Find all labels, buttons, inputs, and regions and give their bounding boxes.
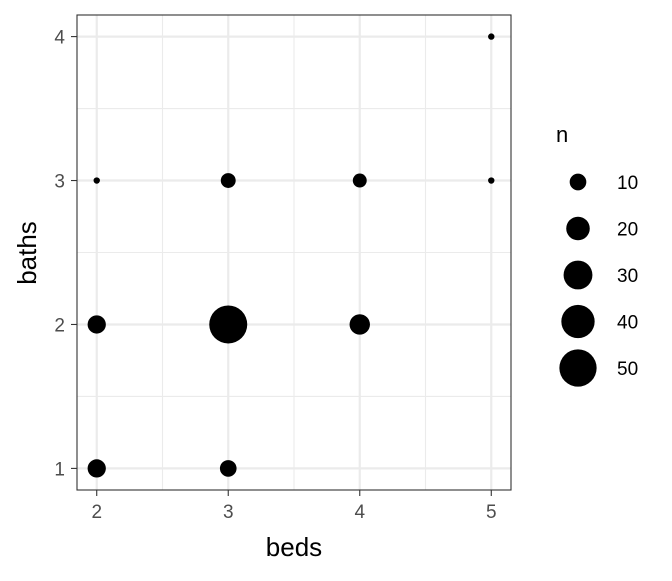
legend-key-symbol xyxy=(563,260,593,290)
legend-title: n xyxy=(556,122,568,147)
x-axis-title: beds xyxy=(266,532,322,562)
data-point xyxy=(87,315,106,334)
legend-key-symbol xyxy=(566,216,590,241)
legend-key-label: 20 xyxy=(617,220,638,241)
data-point xyxy=(488,33,495,40)
major-gridlines xyxy=(77,15,511,490)
minor-gridlines xyxy=(77,15,511,490)
y-tick-label: 1 xyxy=(54,459,65,480)
data-point xyxy=(220,173,236,188)
data-point xyxy=(87,459,106,478)
legend-key-label: 50 xyxy=(617,359,638,380)
legend-key-label: 10 xyxy=(617,173,638,194)
x-tick-label: 2 xyxy=(91,502,102,523)
legend-key-symbol xyxy=(569,173,587,191)
x-tick-label: 5 xyxy=(486,502,497,523)
x-axis: 2 3 4 5 xyxy=(91,490,497,523)
y-tick-label: 4 xyxy=(54,28,65,49)
data-point xyxy=(93,177,100,184)
y-axis-title: baths xyxy=(12,221,42,285)
data-point xyxy=(209,305,248,344)
legend-keys: 10 20 30 40 50 xyxy=(559,173,638,387)
y-axis: 1 2 3 4 xyxy=(54,28,77,480)
panel-border xyxy=(76,14,512,491)
x-tick-label: 4 xyxy=(354,502,365,523)
legend-key-symbol xyxy=(561,304,595,339)
data-point xyxy=(349,314,370,335)
legend-key-label: 40 xyxy=(617,313,638,334)
data-point xyxy=(352,173,367,188)
legend-key-symbol xyxy=(559,349,597,387)
x-tick-label: 3 xyxy=(223,502,234,523)
size-legend: n 10 20 30 40 50 xyxy=(556,122,638,387)
y-tick-label: 3 xyxy=(54,172,65,193)
data-point xyxy=(219,460,237,477)
data-point xyxy=(488,177,495,184)
legend-key-label: 30 xyxy=(617,266,638,287)
data-points xyxy=(87,33,495,478)
y-tick-label: 2 xyxy=(54,315,65,336)
